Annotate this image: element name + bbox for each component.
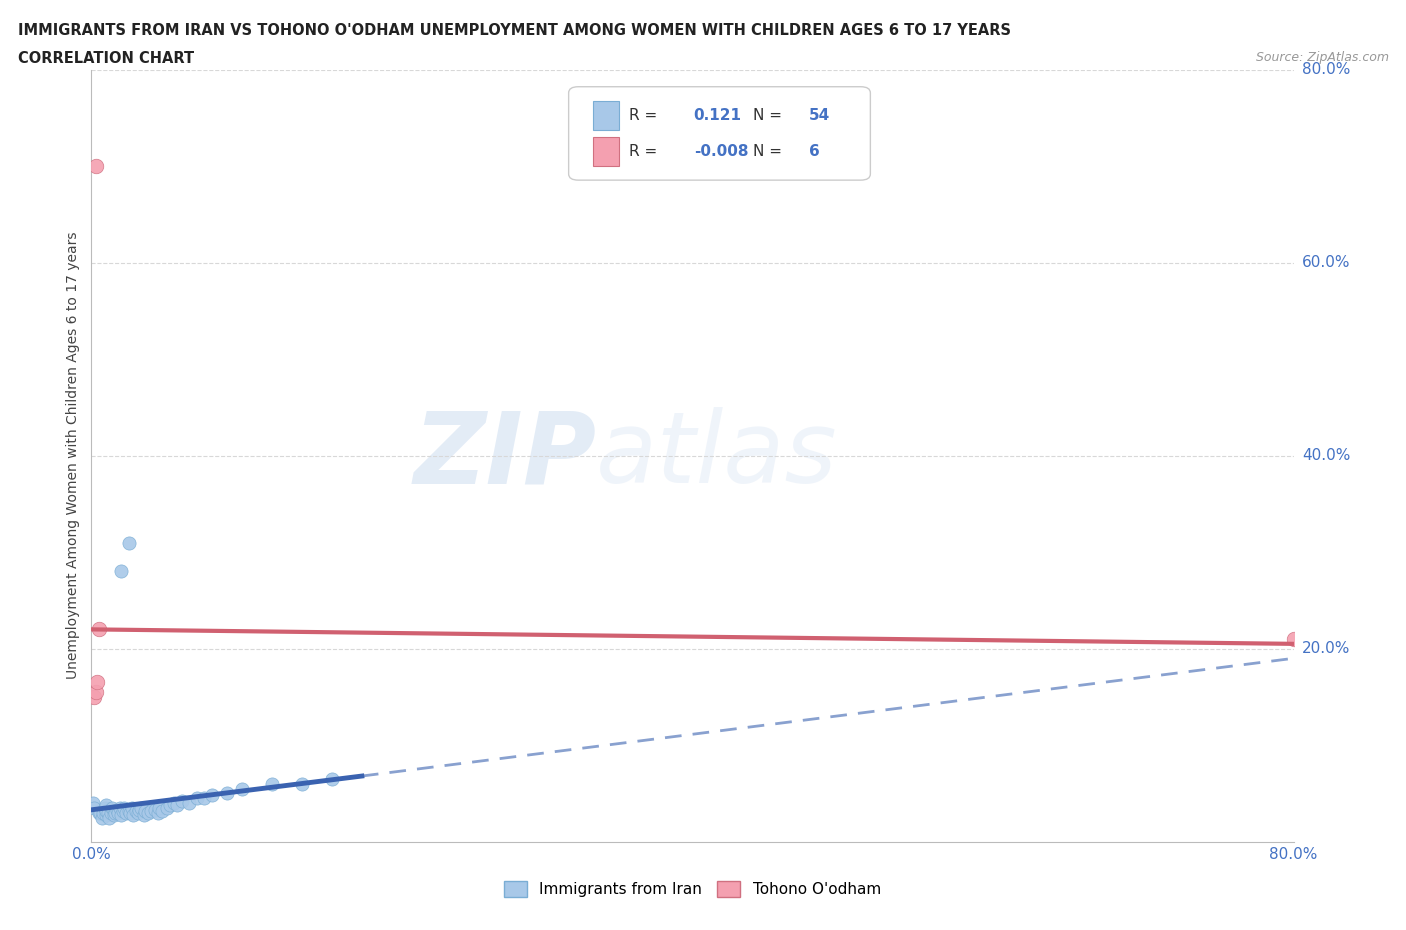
- Text: 0.121: 0.121: [693, 108, 741, 123]
- Point: [82, 796, 104, 811]
- Point: [163, 796, 186, 811]
- Point: [146, 805, 169, 820]
- Point: [193, 790, 215, 805]
- Point: [166, 798, 188, 813]
- Point: [170, 793, 193, 808]
- Point: [84, 684, 107, 699]
- Point: [127, 805, 149, 820]
- Text: N =: N =: [752, 144, 786, 159]
- Point: [143, 803, 166, 817]
- Text: -0.008: -0.008: [693, 144, 748, 159]
- Point: [100, 805, 122, 820]
- Point: [94, 801, 117, 816]
- Text: atlas: atlas: [596, 407, 838, 504]
- Text: R =: R =: [628, 108, 662, 123]
- Text: CORRELATION CHART: CORRELATION CHART: [18, 51, 194, 66]
- Point: [90, 810, 112, 825]
- Point: [260, 777, 283, 791]
- Point: [128, 803, 150, 817]
- Point: [96, 807, 118, 822]
- Point: [101, 801, 124, 816]
- Text: 20.0%: 20.0%: [1302, 641, 1350, 657]
- Point: [215, 786, 238, 801]
- Point: [98, 810, 121, 825]
- Point: [122, 807, 145, 822]
- Point: [87, 805, 110, 820]
- Point: [93, 805, 115, 820]
- Point: [177, 796, 200, 811]
- Point: [86, 675, 108, 690]
- Point: [108, 801, 131, 816]
- FancyBboxPatch shape: [568, 86, 870, 180]
- Point: [121, 801, 143, 816]
- Point: [115, 805, 138, 820]
- Point: [104, 805, 127, 820]
- Point: [155, 801, 177, 816]
- Point: [87, 622, 110, 637]
- Legend: Immigrants from Iran, Tohono O'odham: Immigrants from Iran, Tohono O'odham: [498, 875, 887, 903]
- Text: N =: N =: [752, 108, 786, 123]
- Text: ZIP: ZIP: [413, 407, 596, 504]
- FancyBboxPatch shape: [593, 101, 619, 130]
- Text: 6: 6: [808, 144, 820, 159]
- Point: [110, 807, 132, 822]
- Text: R =: R =: [628, 144, 662, 159]
- Text: IMMIGRANTS FROM IRAN VS TOHONO O'ODHAM UNEMPLOYMENT AMONG WOMEN WITH CHILDREN AG: IMMIGRANTS FROM IRAN VS TOHONO O'ODHAM U…: [18, 23, 1011, 38]
- FancyBboxPatch shape: [593, 137, 619, 166]
- Point: [129, 801, 152, 816]
- Text: 54: 54: [808, 108, 831, 123]
- Point: [96, 804, 118, 818]
- Point: [105, 803, 128, 817]
- Point: [118, 535, 141, 550]
- Point: [231, 781, 253, 796]
- Point: [110, 564, 132, 578]
- Point: [114, 801, 136, 816]
- Point: [120, 805, 142, 820]
- Point: [321, 772, 343, 787]
- Point: [159, 798, 181, 813]
- Point: [1282, 631, 1305, 646]
- Point: [83, 801, 105, 816]
- Point: [141, 804, 163, 818]
- Text: 80.0%: 80.0%: [1302, 62, 1350, 77]
- Point: [291, 777, 314, 791]
- Point: [97, 805, 120, 820]
- Point: [84, 159, 107, 174]
- Point: [103, 804, 125, 818]
- Text: 60.0%: 60.0%: [1302, 255, 1350, 271]
- Point: [103, 807, 125, 822]
- Point: [132, 807, 155, 822]
- Point: [186, 790, 208, 805]
- Text: 40.0%: 40.0%: [1302, 448, 1350, 463]
- Text: Source: ZipAtlas.com: Source: ZipAtlas.com: [1256, 51, 1389, 64]
- Point: [201, 788, 224, 803]
- Point: [96, 798, 118, 813]
- Y-axis label: Unemployment Among Women with Children Ages 6 to 17 years: Unemployment Among Women with Children A…: [66, 232, 80, 680]
- Point: [83, 689, 105, 704]
- Point: [107, 805, 129, 820]
- Point: [150, 804, 173, 818]
- Point: [118, 804, 141, 818]
- Point: [89, 805, 111, 820]
- Point: [125, 804, 148, 818]
- Point: [134, 804, 156, 818]
- Point: [138, 805, 160, 820]
- Point: [148, 801, 170, 816]
- Point: [111, 804, 134, 818]
